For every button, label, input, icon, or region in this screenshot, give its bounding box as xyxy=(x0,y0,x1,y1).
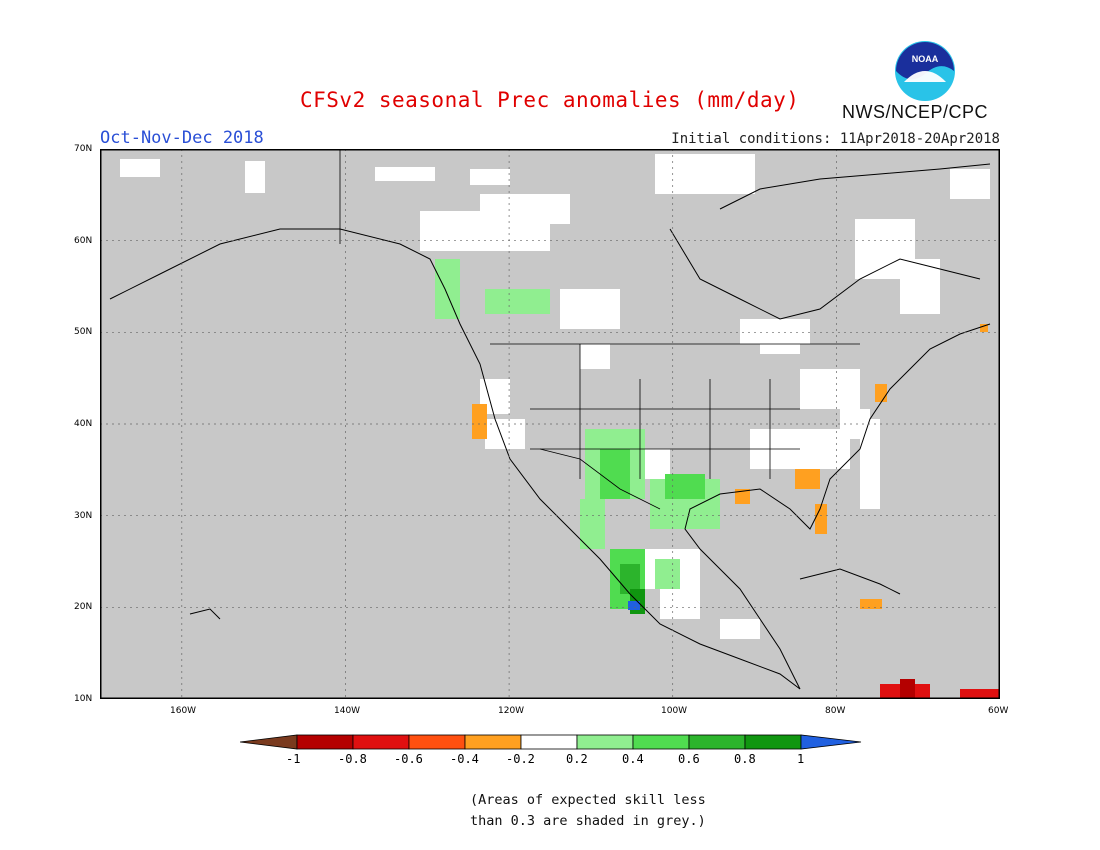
precip-anomaly-map xyxy=(100,149,1000,699)
colorbar-cell xyxy=(744,734,802,750)
colorbar-label: 1 xyxy=(797,752,805,766)
colorbar-cell xyxy=(688,734,746,750)
chart-title: CFSv2 seasonal Prec anomalies (mm/day) xyxy=(300,88,800,112)
boundaries xyxy=(339,149,860,510)
colorbar-label: 0.4 xyxy=(622,752,644,766)
forecast-period: Oct-Nov-Dec 2018 xyxy=(100,128,264,148)
wet-regions xyxy=(435,259,720,614)
lat-label: 60N xyxy=(74,236,93,246)
colorbar-label: -0.6 xyxy=(394,752,423,766)
colorbar xyxy=(240,734,862,750)
colorbar-label: -1 xyxy=(286,752,301,766)
skill-note-line: (Areas of expected skill less xyxy=(470,792,706,808)
skill-note-line: than 0.3 are shaded in grey.) xyxy=(470,813,706,829)
lat-label: 40N xyxy=(74,419,93,429)
colorbar-cell xyxy=(352,734,410,750)
lat-label: 30N xyxy=(74,511,93,521)
colorbar-label: 0.6 xyxy=(678,752,700,766)
map-grid xyxy=(100,149,1000,699)
lat-label: 10N xyxy=(74,694,93,704)
colorbar-arrow-low xyxy=(240,734,298,750)
lon-label: 140W xyxy=(334,706,361,716)
lat-label: 20N xyxy=(74,602,93,612)
colorbar-cell xyxy=(296,734,354,750)
logo-text: NOAA xyxy=(912,54,939,64)
lon-label: 60W xyxy=(988,706,1009,716)
colorbar-cell xyxy=(576,734,634,750)
lon-label: 80W xyxy=(825,706,846,716)
colorbar-label: -0.8 xyxy=(338,752,367,766)
skill-note: (Areas of expected skill less than 0.3 a… xyxy=(470,790,730,832)
noaa-logo: NOAA xyxy=(895,41,955,101)
coastlines xyxy=(109,163,991,690)
lon-label: 120W xyxy=(498,706,525,716)
colorbar-cell xyxy=(632,734,690,750)
near-normal-regions xyxy=(120,154,990,639)
map-frame xyxy=(100,149,1000,699)
colorbar-cell xyxy=(520,734,578,750)
colorbar-cell xyxy=(408,734,466,750)
lon-label: 160W xyxy=(170,706,197,716)
lat-label: 50N xyxy=(74,327,93,337)
strong-dry-regions xyxy=(880,679,1000,699)
lon-label: 100W xyxy=(661,706,688,716)
colorbar-cell xyxy=(464,734,522,750)
colorbar-label: -0.2 xyxy=(506,752,535,766)
colorbar-arrow-high xyxy=(800,734,862,750)
colorbar-label: 0.2 xyxy=(566,752,588,766)
agency-label: NWS/NCEP/CPC xyxy=(842,102,989,122)
lat-label: 70N xyxy=(74,144,93,154)
colorbar-label: -0.4 xyxy=(450,752,479,766)
colorbar-label: 0.8 xyxy=(734,752,756,766)
dry-regions xyxy=(472,324,988,609)
initial-conditions: Initial conditions: 11Apr2018-20Apr2018 xyxy=(671,131,1000,147)
